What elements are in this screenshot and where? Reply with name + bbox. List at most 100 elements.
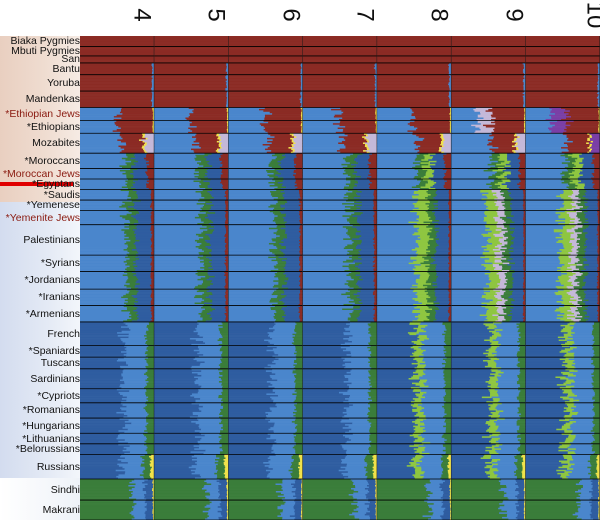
ancestry-segment <box>272 178 284 181</box>
ancestry-segment <box>349 385 373 388</box>
ancestry-segment <box>347 317 358 320</box>
ancestry-segment <box>133 501 146 504</box>
ancestry-segment <box>154 233 197 236</box>
ancestry-segment <box>222 342 229 345</box>
ancestry-segment <box>125 256 136 259</box>
ancestry-segment <box>144 462 151 464</box>
ancestry-segment <box>295 418 304 420</box>
ancestry-segment <box>268 413 296 416</box>
ancestry-segment <box>116 114 154 117</box>
ancestry-segment <box>414 168 423 171</box>
ancestry-segment <box>80 226 125 229</box>
ancestry-segment <box>300 290 304 293</box>
ancestry-segment <box>302 151 341 154</box>
ancestry-segment <box>154 103 227 105</box>
ancestry-segment <box>228 506 278 509</box>
ancestry-segment <box>302 261 344 263</box>
ancestry-segment <box>200 218 210 221</box>
ancestry-segment <box>280 227 300 230</box>
ancestry-segment <box>448 239 452 242</box>
ancestry-segment <box>283 267 301 269</box>
ancestry-segment <box>222 425 229 428</box>
ancestry-segment <box>189 338 220 340</box>
ancestry-segment <box>147 362 155 365</box>
ancestry-segment <box>80 449 124 452</box>
ancestry-segment <box>224 262 229 265</box>
ancestry-segment <box>295 368 304 371</box>
ancestry-segment <box>226 255 229 257</box>
ancestry-segment <box>131 249 152 251</box>
ancestry-segment <box>228 204 271 207</box>
ancestry-segment <box>228 498 283 501</box>
ancestry-segment <box>350 163 369 166</box>
ancestry-segment <box>154 89 226 92</box>
ancestry-segment <box>223 462 229 464</box>
ancestry-segment <box>135 270 152 272</box>
ancestry-segment <box>299 271 304 274</box>
ancestry-segment <box>407 130 451 133</box>
ancestry-segment <box>125 159 136 162</box>
ancestry-segment <box>352 215 374 218</box>
ancestry-segment <box>377 192 415 195</box>
ancestry-segment <box>285 215 301 218</box>
ancestry-segment <box>302 308 343 311</box>
ancestry-segment <box>354 516 371 519</box>
ancestry-segment <box>286 274 300 277</box>
ancestry-segment <box>228 215 278 218</box>
ancestry-segment <box>228 358 279 361</box>
ancestry-segment <box>353 307 361 309</box>
ancestry-segment <box>228 252 273 254</box>
ancestry-segment <box>342 172 354 175</box>
ancestry-segment <box>80 144 127 146</box>
ancestry-segment <box>80 212 133 215</box>
ancestry-segment <box>356 296 375 299</box>
ancestry-segment <box>338 142 364 145</box>
ancestry-segment <box>150 206 155 208</box>
ancestry-segment <box>80 127 122 130</box>
ancestry-segment <box>204 166 221 169</box>
ancestry-segment <box>353 241 362 244</box>
ancestry-segment <box>80 382 125 385</box>
ancestry-segment <box>301 492 304 495</box>
ancestry-segment <box>154 74 227 77</box>
ancestry-segment <box>226 504 229 507</box>
ancestry-segment <box>128 194 138 196</box>
ancestry-segment <box>154 242 202 245</box>
ancestry-segment <box>302 162 351 165</box>
ancestry-segment <box>425 185 434 187</box>
ancestry-segment <box>302 391 340 394</box>
ancestry-segment <box>295 346 304 349</box>
ancestry-segment <box>284 197 301 199</box>
population-label: Tuscans <box>40 357 80 369</box>
ancestry-segment <box>80 509 134 512</box>
ancestry-segment <box>150 304 155 306</box>
ancestry-segment <box>299 320 304 323</box>
ancestry-segment <box>353 305 361 308</box>
ancestry-segment <box>80 292 130 294</box>
ancestry-segment <box>80 280 127 283</box>
ancestry-segment <box>147 478 154 481</box>
ancestry-segment <box>302 108 332 111</box>
ancestry-segment <box>302 323 347 326</box>
ancestry-segment <box>126 308 137 311</box>
ancestry-segment <box>128 489 144 492</box>
ancestry-segment <box>151 203 155 205</box>
ancestry-segment <box>80 197 132 199</box>
ancestry-segment <box>433 180 448 183</box>
ancestry-segment <box>227 507 229 510</box>
ancestry-segment <box>300 515 304 518</box>
ancestry-segment <box>348 399 373 402</box>
ancestry-segment <box>201 242 211 245</box>
ancestry-segment <box>225 252 229 254</box>
ancestry-segment <box>146 509 153 512</box>
ancestry-segment <box>125 424 148 426</box>
ancestry-segment <box>370 348 378 351</box>
ancestry-segment <box>359 307 375 309</box>
ancestry-segment <box>80 424 126 426</box>
ancestry-segment <box>197 333 222 336</box>
ancestry-segment <box>222 326 229 329</box>
ancestry-segment <box>448 82 452 84</box>
ancestry-segment <box>300 114 304 117</box>
ancestry-segment <box>276 405 296 408</box>
ancestry-segment <box>448 73 452 75</box>
